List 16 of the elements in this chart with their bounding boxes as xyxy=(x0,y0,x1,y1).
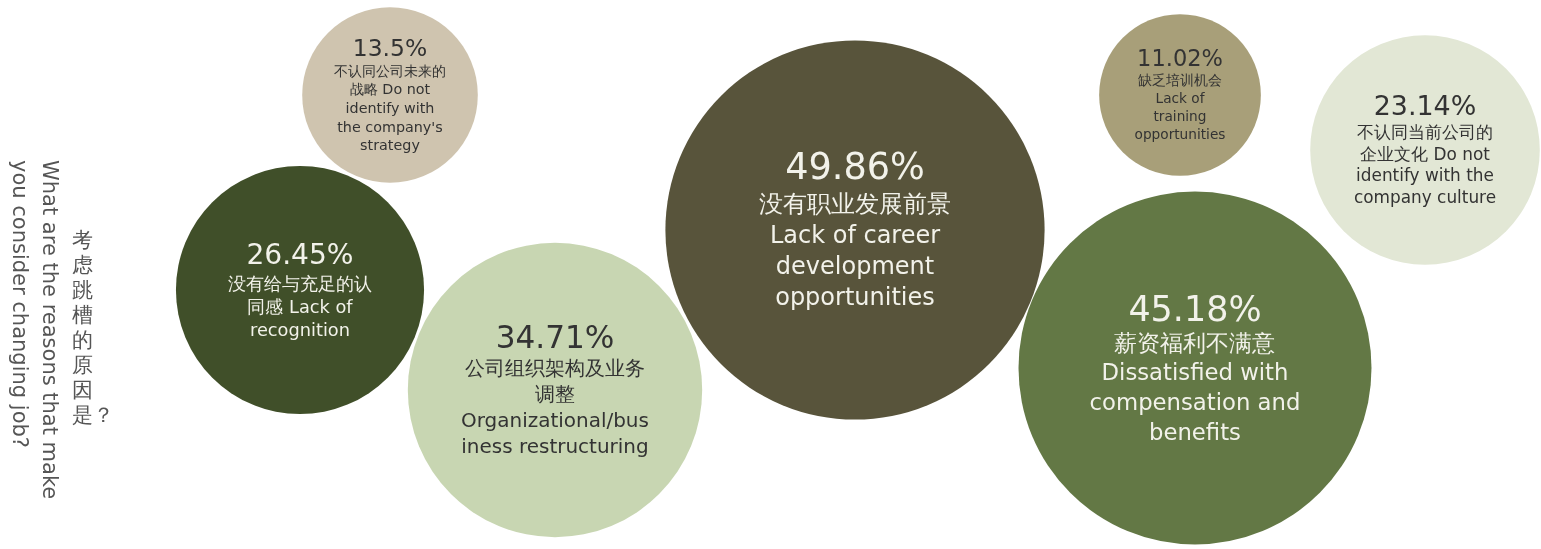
data-label: 34.71% xyxy=(495,319,615,356)
category-label: 没有给与充足的认同感 Lack of recognition xyxy=(226,271,373,341)
data-label: 45.18% xyxy=(1128,288,1262,329)
data-label: 11.02% xyxy=(1137,45,1223,73)
category-label: 没有职业发展前景 Lack of career development opportunities xyxy=(758,188,952,314)
category-label: 薪资福利不满意 Dissatisfied with compensation and benefits xyxy=(1088,328,1302,447)
category-label: 缺乏培训机会 Lack of training opportunities xyxy=(1133,72,1227,144)
category-label: 不认同当前公司的企业文化 Do not identify with the company culture xyxy=(1352,121,1498,210)
data-label: 23.14% xyxy=(1373,89,1477,122)
data-label: 49.86% xyxy=(785,145,925,189)
text: 考虑跳槽的原因是？ xyxy=(72,228,114,428)
data-label: 13.5% xyxy=(352,33,428,62)
category-label: 不认同公司未来的战略 Do not identify with the company's strategy xyxy=(333,61,447,156)
text: What are the reasons that make you consider changing job? xyxy=(7,160,63,502)
category-label: 公司组织架构及业务调整 Organizational/business restructuring xyxy=(460,355,650,460)
data-label: 26.45% xyxy=(246,238,354,272)
